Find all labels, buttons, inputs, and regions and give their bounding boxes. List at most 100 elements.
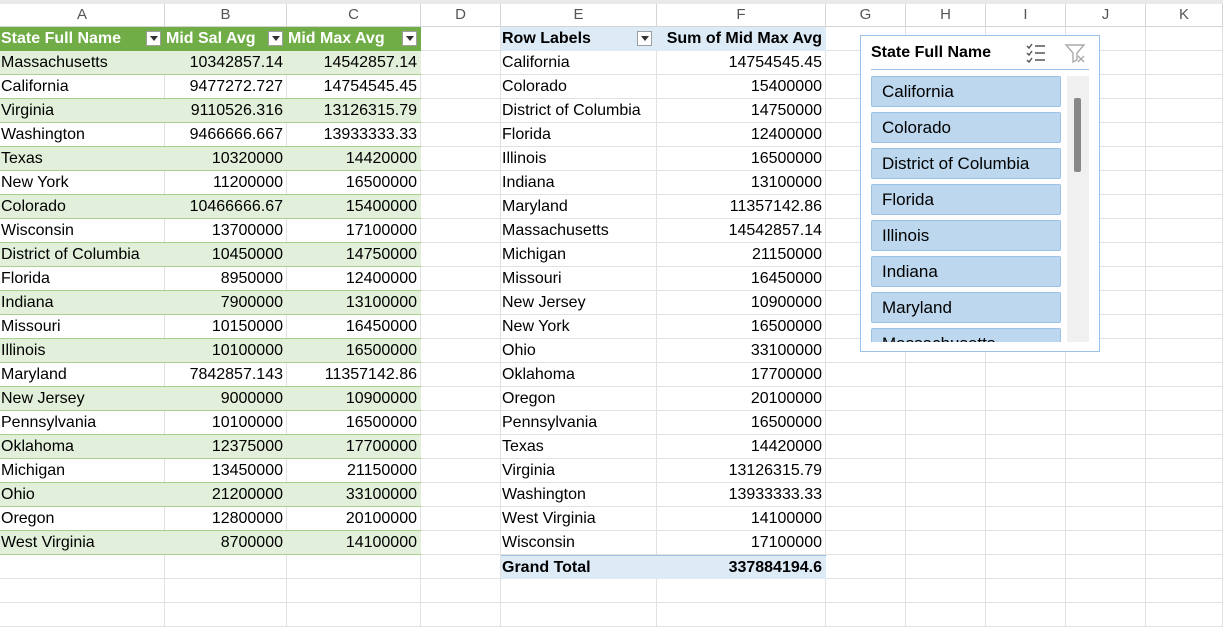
table-cell[interactable]: Texas	[0, 147, 165, 171]
grid-cell[interactable]	[421, 123, 501, 147]
grid-cell[interactable]	[421, 531, 501, 555]
grid-cell[interactable]	[1146, 315, 1223, 339]
pivot-row-value[interactable]: 14542857.14	[728, 222, 822, 239]
grid-cell[interactable]	[501, 459, 657, 483]
grid-cell[interactable]	[906, 555, 986, 579]
grid-cell[interactable]	[165, 555, 287, 579]
grid-cell[interactable]	[1146, 171, 1223, 195]
pivot-row-value[interactable]: 10900000	[750, 294, 822, 311]
pivot-row-value[interactable]: 13100000	[750, 174, 822, 191]
table-cell[interactable]: Oklahoma	[0, 435, 165, 459]
grid-cell[interactable]	[421, 171, 501, 195]
column-header-C[interactable]: C	[287, 4, 421, 26]
grid-cell[interactable]	[421, 219, 501, 243]
grid-cell[interactable]	[986, 363, 1066, 387]
pivot-row-label[interactable]: Colorado	[502, 78, 567, 95]
table-cell[interactable]: 15400000	[287, 195, 421, 219]
grid-cell[interactable]	[501, 579, 657, 603]
grid-cell[interactable]	[1066, 555, 1146, 579]
grid-cell[interactable]	[501, 195, 657, 219]
filter-dropdown-icon[interactable]	[268, 31, 283, 46]
table-cell[interactable]: District of Columbia	[0, 243, 165, 267]
grid-cell[interactable]	[501, 171, 657, 195]
pivot-row-value[interactable]: 15400000	[750, 78, 822, 95]
table-header-1[interactable]: Mid Sal Avg	[165, 27, 287, 51]
pivot-row-value[interactable]: 14420000	[750, 438, 822, 455]
grid-cell[interactable]	[501, 411, 657, 435]
grid-cell[interactable]	[1066, 435, 1146, 459]
grid-cell[interactable]	[421, 51, 501, 75]
slicer-scroll-thumb[interactable]	[1074, 98, 1081, 172]
table-cell[interactable]: 16500000	[287, 411, 421, 435]
grid-cell[interactable]	[165, 579, 287, 603]
column-header-H[interactable]: H	[906, 4, 986, 26]
grid-cell[interactable]	[501, 291, 657, 315]
table-cell[interactable]: Missouri	[0, 315, 165, 339]
table-header-2[interactable]: Mid Max Avg	[287, 27, 421, 51]
pivot-row-value[interactable]: 12400000	[750, 126, 822, 143]
table-cell[interactable]: Virginia	[0, 99, 165, 123]
table-cell[interactable]: New York	[0, 171, 165, 195]
table-cell[interactable]: 16450000	[287, 315, 421, 339]
grid-cell[interactable]	[1066, 243, 1146, 267]
pivot-row-label[interactable]: Illinois	[502, 150, 547, 167]
pivot-row-label[interactable]: West Virginia	[502, 510, 596, 527]
pivot-row-label[interactable]: Wisconsin	[502, 534, 575, 551]
grid-cell[interactable]	[826, 387, 906, 411]
pivot-row-value[interactable]: 14100000	[750, 510, 822, 527]
grid-cell[interactable]	[657, 339, 826, 363]
grid-cell[interactable]	[1066, 171, 1146, 195]
grid-cell[interactable]	[287, 555, 421, 579]
table-cell[interactable]: 11200000	[165, 171, 287, 195]
grid-cell[interactable]	[501, 483, 657, 507]
table-cell[interactable]: 13933333.33	[287, 123, 421, 147]
table-cell[interactable]: 7842857.143	[165, 363, 287, 387]
grid-cell[interactable]	[1066, 219, 1146, 243]
grid-cell[interactable]	[1146, 99, 1223, 123]
slicer-item[interactable]: District of Columbia	[871, 148, 1061, 179]
grid-cell[interactable]	[906, 507, 986, 531]
table-cell[interactable]: 16500000	[287, 339, 421, 363]
table-cell[interactable]: 7900000	[165, 291, 287, 315]
pivot-grand-total-value[interactable]: 337884194.6	[657, 555, 826, 579]
filter-dropdown-icon[interactable]	[146, 31, 161, 46]
grid-cell[interactable]	[1146, 531, 1223, 555]
column-header-J[interactable]: J	[1066, 4, 1146, 26]
table-cell[interactable]: 16500000	[287, 171, 421, 195]
grid-cell[interactable]	[421, 195, 501, 219]
table-cell[interactable]: Washington	[0, 123, 165, 147]
grid-cell[interactable]	[1146, 75, 1223, 99]
grid-cell[interactable]	[1146, 51, 1223, 75]
pivot-row-label[interactable]: Massachusetts	[502, 222, 609, 239]
grid-cell[interactable]	[421, 555, 501, 579]
grid-cell[interactable]	[657, 483, 826, 507]
grid-cell[interactable]	[421, 99, 501, 123]
pivot-row-label[interactable]: Maryland	[502, 198, 568, 215]
grid-cell[interactable]	[501, 99, 657, 123]
pivot-row-value[interactable]: 16500000	[750, 318, 822, 335]
pivot-row-value[interactable]: 13933333.33	[728, 486, 822, 503]
grid-cell[interactable]	[501, 51, 657, 75]
table-cell[interactable]: New Jersey	[0, 387, 165, 411]
grid-cell[interactable]	[986, 411, 1066, 435]
grid-cell[interactable]	[1146, 243, 1223, 267]
grid-cell[interactable]	[1146, 27, 1223, 51]
slicer-item[interactable]: Florida	[871, 184, 1061, 215]
grid-cell[interactable]	[906, 579, 986, 603]
table-cell[interactable]: 21200000	[165, 483, 287, 507]
table-cell[interactable]: 13100000	[287, 291, 421, 315]
grid-cell[interactable]	[1146, 123, 1223, 147]
pivot-row-value[interactable]: 11357142.86	[729, 198, 822, 215]
grid-cell[interactable]	[1146, 363, 1223, 387]
table-cell[interactable]: 9477272.727	[165, 75, 287, 99]
table-header-0[interactable]: State Full Name	[0, 27, 165, 51]
grid-cell[interactable]	[501, 435, 657, 459]
grid-cell[interactable]	[421, 579, 501, 603]
grid-cell[interactable]	[1146, 459, 1223, 483]
grid-cell[interactable]	[501, 123, 657, 147]
pivot-row-label[interactable]: New York	[502, 318, 570, 335]
grid-cell[interactable]	[826, 579, 906, 603]
pivot-row-value[interactable]: 20100000	[750, 390, 822, 407]
table-cell[interactable]: 9110526.316	[165, 99, 287, 123]
grid-cell[interactable]	[906, 435, 986, 459]
